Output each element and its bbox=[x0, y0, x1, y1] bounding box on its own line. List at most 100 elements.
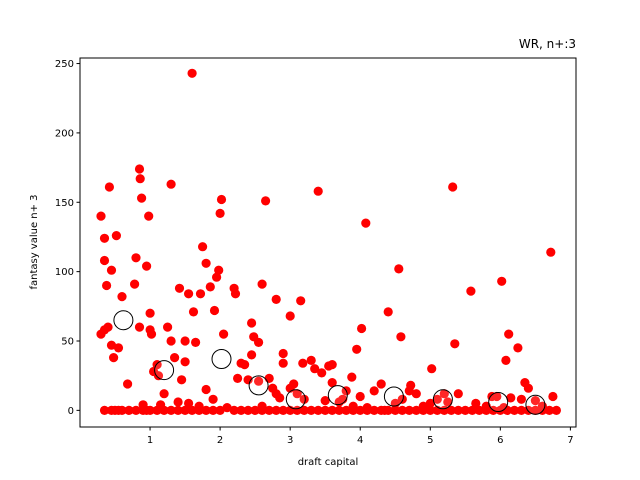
data-point-139 bbox=[453, 389, 463, 399]
data-point-179 bbox=[320, 405, 330, 415]
data-point-28 bbox=[198, 242, 208, 252]
data-point-45 bbox=[278, 348, 288, 359]
y-axis-label: fantasy value n+ 3 bbox=[29, 194, 40, 289]
data-point-61 bbox=[394, 264, 404, 274]
data-point-94 bbox=[170, 353, 180, 363]
data-point-26 bbox=[188, 307, 199, 317]
data-point-25 bbox=[187, 68, 197, 78]
data-point-62 bbox=[396, 332, 406, 342]
data-point-31 bbox=[209, 305, 220, 316]
data-point-76 bbox=[546, 247, 556, 257]
data-point-65 bbox=[439, 389, 449, 399]
data-point-133 bbox=[404, 386, 414, 396]
mean-marker-8 bbox=[488, 392, 509, 412]
data-point-59 bbox=[376, 379, 386, 389]
x-tick-label-5: 5 bbox=[427, 435, 433, 446]
data-point-104 bbox=[222, 403, 232, 413]
data-point-53 bbox=[327, 378, 337, 388]
data-point-84 bbox=[124, 405, 134, 415]
data-point-105 bbox=[233, 373, 243, 383]
data-point-132 bbox=[397, 394, 407, 404]
data-point-92 bbox=[163, 322, 173, 332]
data-point-138 bbox=[443, 397, 453, 407]
data-point-47 bbox=[296, 296, 306, 306]
y-tick-label-0: 0 bbox=[68, 406, 74, 417]
data-point-116 bbox=[278, 358, 288, 368]
y-tick-label-100: 100 bbox=[55, 267, 74, 278]
data-point-156 bbox=[145, 405, 155, 415]
data-point-72 bbox=[504, 329, 514, 339]
data-point-120 bbox=[299, 394, 309, 404]
data-point-11 bbox=[131, 253, 141, 263]
data-point-184 bbox=[355, 405, 365, 415]
data-point-80 bbox=[103, 322, 113, 332]
data-point-159 bbox=[166, 405, 176, 415]
data-point-185 bbox=[362, 405, 372, 415]
data-point-5 bbox=[106, 265, 117, 275]
data-point-91 bbox=[159, 389, 169, 399]
data-point-15 bbox=[142, 261, 152, 271]
data-point-158 bbox=[159, 405, 169, 415]
data-point-164 bbox=[201, 405, 211, 415]
data-point-58 bbox=[361, 218, 371, 228]
data-point-146 bbox=[520, 378, 530, 388]
data-point-49 bbox=[306, 355, 316, 365]
data-point-160 bbox=[173, 405, 183, 415]
x-axis-ticks: 1 2 3 4 5 6 7 bbox=[147, 427, 574, 446]
data-point-108 bbox=[243, 375, 253, 385]
data-point-33 bbox=[214, 265, 224, 275]
data-point-186 bbox=[369, 405, 379, 415]
x-tick-label-7: 7 bbox=[567, 435, 573, 446]
data-point-44 bbox=[271, 294, 281, 304]
data-point-183 bbox=[348, 405, 358, 415]
data-point-177 bbox=[306, 405, 316, 415]
data-point-200 bbox=[474, 405, 484, 415]
x-tick-label-2: 2 bbox=[217, 435, 223, 446]
data-point-109 bbox=[247, 350, 257, 360]
data-point-22 bbox=[174, 283, 185, 293]
data-point-29 bbox=[201, 258, 211, 268]
data-point-82 bbox=[113, 343, 124, 353]
data-point-24 bbox=[184, 289, 194, 299]
data-point-77 bbox=[548, 391, 558, 402]
data-point-93 bbox=[166, 336, 176, 346]
x-axis-label: draft capital bbox=[298, 457, 359, 468]
data-point-178 bbox=[313, 405, 323, 415]
x-tick-label-1: 1 bbox=[147, 435, 153, 446]
data-point-57 bbox=[357, 323, 367, 334]
data-point-98 bbox=[184, 398, 194, 408]
data-point-162 bbox=[187, 405, 197, 415]
y-tick-label-250: 250 bbox=[55, 59, 74, 70]
data-point-141 bbox=[471, 398, 481, 408]
data-point-64 bbox=[427, 364, 437, 374]
data-point-73 bbox=[513, 343, 523, 353]
data-point-38 bbox=[230, 289, 241, 299]
data-point-42 bbox=[257, 279, 267, 289]
data-point-176 bbox=[299, 405, 309, 415]
mean-marker-2 bbox=[211, 349, 232, 369]
data-point-194 bbox=[425, 405, 435, 415]
data-point-71 bbox=[501, 355, 511, 365]
data-point-88 bbox=[145, 325, 155, 335]
data-point-119 bbox=[292, 389, 302, 399]
data-point-168 bbox=[243, 405, 253, 415]
data-point-107 bbox=[240, 360, 250, 370]
mean-marker-6 bbox=[383, 386, 404, 407]
data-point-137 bbox=[432, 394, 442, 404]
data-point-51 bbox=[317, 368, 327, 378]
data-point-81 bbox=[106, 340, 117, 350]
data-point-34 bbox=[215, 208, 225, 218]
data-point-129 bbox=[369, 386, 379, 396]
data-point-39 bbox=[247, 318, 257, 328]
data-point-2 bbox=[99, 255, 110, 266]
data-point-170 bbox=[257, 405, 267, 415]
data-point-171 bbox=[264, 405, 274, 415]
data-point-96 bbox=[177, 375, 187, 385]
data-point-210 bbox=[551, 405, 562, 415]
data-point-167 bbox=[236, 405, 246, 415]
data-point-70 bbox=[497, 276, 507, 286]
data-point-97 bbox=[180, 336, 190, 346]
data-point-122 bbox=[320, 396, 330, 406]
data-point-89 bbox=[149, 366, 159, 377]
